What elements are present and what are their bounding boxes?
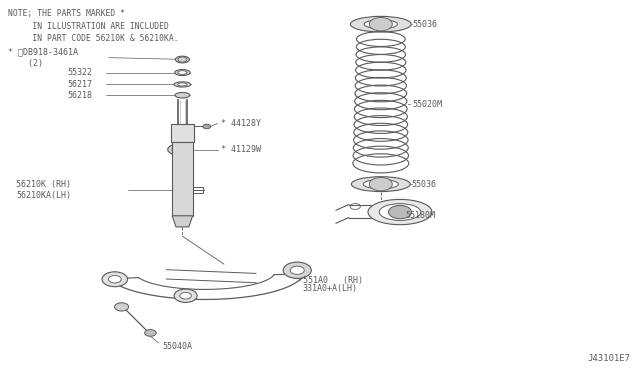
Text: 331A0+A(LH): 331A0+A(LH) <box>303 284 358 293</box>
Ellipse shape <box>175 92 189 98</box>
Circle shape <box>203 124 211 129</box>
Ellipse shape <box>178 71 187 74</box>
Text: NOTE; THE PARTS MARKED *
     IN ILLUSTRATION ARE INCLUDED
     IN PART CODE 562: NOTE; THE PARTS MARKED * IN ILLUSTRATION… <box>8 9 179 43</box>
Text: 55036: 55036 <box>413 20 438 29</box>
Ellipse shape <box>364 20 397 29</box>
Circle shape <box>174 289 197 302</box>
Ellipse shape <box>175 56 189 63</box>
Text: 55020M: 55020M <box>413 100 443 109</box>
Ellipse shape <box>351 177 410 192</box>
Ellipse shape <box>379 204 421 220</box>
Circle shape <box>369 177 392 191</box>
Circle shape <box>115 303 129 311</box>
Ellipse shape <box>177 83 187 86</box>
Polygon shape <box>172 216 193 227</box>
Ellipse shape <box>368 199 432 225</box>
Circle shape <box>369 17 392 31</box>
Text: 56210K (RH): 56210K (RH) <box>16 180 71 189</box>
Ellipse shape <box>172 146 186 153</box>
Circle shape <box>283 262 311 279</box>
Ellipse shape <box>174 82 191 87</box>
Text: * ⓃDB918-3461A
    (2): * ⓃDB918-3461A (2) <box>8 47 78 68</box>
Text: J43101E7: J43101E7 <box>588 354 630 363</box>
Circle shape <box>175 147 184 152</box>
Circle shape <box>388 205 412 219</box>
Ellipse shape <box>363 179 398 189</box>
Circle shape <box>180 292 191 299</box>
Text: 55040A: 55040A <box>162 342 192 351</box>
Text: * 41129W: * 41129W <box>221 145 261 154</box>
Polygon shape <box>172 142 193 216</box>
Text: * 44128Y: * 44128Y <box>221 119 261 128</box>
Text: 56218: 56218 <box>67 91 92 100</box>
Ellipse shape <box>175 70 190 76</box>
Polygon shape <box>171 124 194 142</box>
Ellipse shape <box>168 144 191 155</box>
Circle shape <box>145 330 156 336</box>
Ellipse shape <box>351 16 411 32</box>
Circle shape <box>102 272 127 287</box>
Circle shape <box>290 266 304 275</box>
Text: 55322: 55322 <box>67 68 92 77</box>
Text: 56210KA(LH): 56210KA(LH) <box>16 191 71 200</box>
Text: 551A0   (RH): 551A0 (RH) <box>303 276 363 285</box>
Circle shape <box>108 276 121 283</box>
Text: 55180M: 55180M <box>405 211 435 220</box>
Text: 56217: 56217 <box>67 80 92 89</box>
Text: 55036: 55036 <box>412 180 436 189</box>
